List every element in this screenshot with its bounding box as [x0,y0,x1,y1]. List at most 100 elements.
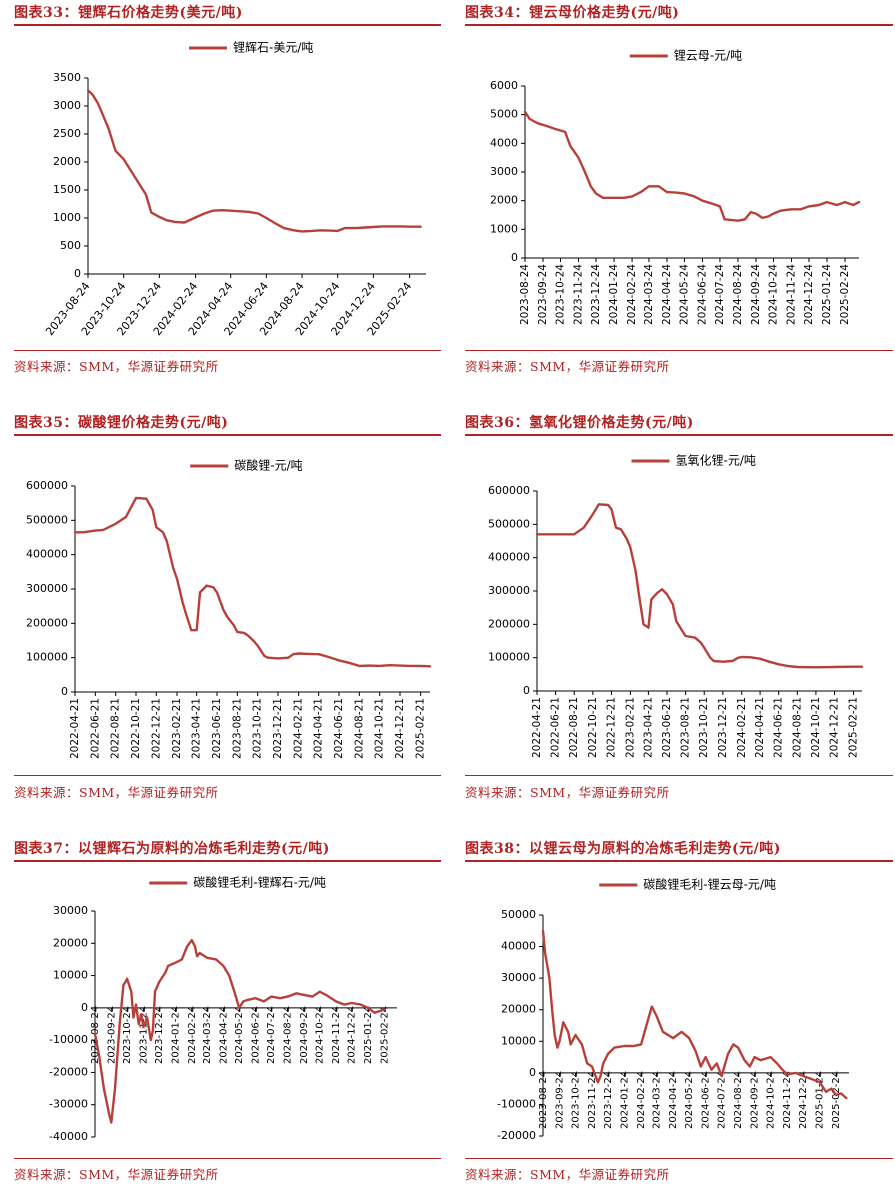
x-tick-label: 2022-08-21 [110,698,122,759]
x-tick-label: 2024-07-24 [714,264,726,325]
chart-panel-5: 图表37：以锂辉石为原料的冶炼毛利走势(元/吨) 资料来源：SMM，华源证券研究所… [14,836,441,1184]
line-chart: 锂云母-元/吨 0 1000 2000 3000 4000 5000 6000 2023-08-… [490,48,861,325]
source-note: 资料来源：SMM，华源证券研究所 [14,1167,219,1182]
x-tick-label: 2023-10-24 [122,1006,133,1064]
y-tick-label: 1000 [490,222,518,235]
x-tick-label: 2023-10-21 [698,697,710,758]
x-tick-label: 2024-11-24 [782,1071,793,1129]
series-line [535,503,864,669]
source-note: 资料来源：SMM，华源证券研究所 [14,359,219,374]
y-tick-label: 0 [529,1066,536,1079]
y-tick-label: 300000 [26,582,68,595]
legend-label: 锂辉石-美元/吨 [233,40,313,55]
y-tick-label: 100000 [26,651,68,664]
x-tick-label: 2022-10-21 [130,698,142,759]
legend-label: 碳酸锂-元/吨 [234,458,302,473]
x-tick-label: 2022-06-21 [89,698,101,759]
x-tick-label: 2023-08-21 [680,697,692,758]
chart-legend: 氢氧化锂-元/吨 [631,453,756,468]
legend-label: 锂云母-元/吨 [674,48,742,63]
y-tick-label: 4000 [490,136,518,149]
x-tick-label: 2023-10-21 [252,698,264,759]
x-tick-label: 2023-12-24 [154,1006,165,1064]
x-tick-label: 2024-01-24 [608,264,620,325]
chart-panel-title: 图表34：锂云母价格走势(元/吨) [465,5,680,21]
chart-panel-title: 图表33：锂辉石价格走势(美元/吨) [14,5,243,21]
x-tick-label: 2025-02-24 [379,1006,390,1064]
x-tick-label: 2024-10-24 [766,1071,777,1129]
chart-legend: 锂云母-元/吨 [629,48,742,63]
x-tick-label: 2024-06-24 [701,1071,712,1129]
x-tick-label: 2024-10-24 [767,264,779,325]
x-tick-label: 2023-12-24 [603,1071,614,1129]
x-tick-label: 2025-01-24 [821,264,833,325]
chart-panel-1: 图表33：锂辉石价格走势(美元/吨) 资料来源：SMM，华源证券研究所 锂辉石-美元… [14,0,441,376]
x-tick-label: 2023-04-21 [642,697,654,758]
title-divider [465,860,893,862]
y-tick-label: 6000 [490,79,518,92]
legend-label: 氢氧化锂-元/吨 [676,453,756,468]
x-tick-label: 2023-11-24 [587,1071,598,1129]
y-tick-label: 1000 [53,211,81,224]
x-tick-label: 2024-12-21 [394,698,406,759]
source-divider [14,1158,441,1159]
x-tick-label: 2024-08-24 [733,1071,744,1129]
x-tick-label: 2024-02-24 [626,264,638,325]
y-tick-label: 30000 [501,971,536,984]
x-tick-label: 2024-01-24 [170,1006,181,1064]
line-chart: 碳酸锂毛利-锂云母-元/吨 -20000 -10000 0 10000 20000 3000… [497,877,849,1142]
x-tick-label: 2024-12-24 [803,264,815,325]
y-tick-label: 2000 [53,155,81,168]
y-tick-label: 30000 [53,904,88,917]
x-tick-label: 2023-12-21 [272,698,284,759]
chart-panel-2: 图表34：锂云母价格走势(元/吨) 资料来源：SMM，华源证券研究所 锂云母-元/吨… [465,0,893,376]
source-note: 资料来源：SMM，华源证券研究所 [465,785,670,800]
y-tick-label: 600000 [26,479,68,492]
x-tick-label: 2023-06-21 [211,698,223,759]
x-tick-label: 2025-02-21 [415,698,427,759]
x-tick-label: 2023-12-21 [717,697,729,758]
x-tick-label: 2024-08-21 [791,697,803,758]
chart-panel-title: 图表37：以锂辉石为原料的冶炼毛利走势(元/吨) [14,841,330,857]
chart-panel-title: 图表35：碳酸锂价格走势(元/吨) [14,415,229,431]
source-divider [465,1158,893,1159]
y-tick-label: 600000 [488,484,530,497]
series-line [541,929,848,1100]
chart-panel-title: 图表38：以锂云母为原料的冶炼毛利走势(元/吨) [465,841,781,857]
x-tick-label: 2024-05-24 [678,264,690,325]
title-divider [14,24,441,26]
y-tick-label: 200000 [488,617,530,630]
x-tick-label: 2023-08-24 [538,1071,549,1129]
x-tick-label: 2024-04-24 [661,264,673,325]
x-tick-label: 2024-09-24 [750,1071,761,1129]
chart-panel-4: 图表36：氢氧化锂价格走势(元/吨) 资料来源：SMM，华源证券研究所 氢氧化锂-元… [465,410,893,802]
x-tick-label: 2025-01-24 [363,1006,374,1064]
x-tick-label: 2023-10-24 [554,264,566,325]
y-tick-label: 40000 [501,940,536,953]
y-tick-label: 300000 [488,584,530,597]
y-tick-label: 0 [523,684,530,697]
x-tick-label: 2024-12-24 [798,1071,809,1129]
x-tick-label: 2024-05-24 [234,1006,245,1064]
x-tick-label: 2024-06-24 [696,264,708,325]
y-tick-label: 1500 [53,183,81,196]
y-tick-label: -10000 [49,1033,88,1046]
x-tick-label: 2024-03-24 [202,1006,213,1064]
y-tick-label: 500000 [488,517,530,530]
y-tick-label: 0 [61,685,68,698]
x-tick-label: 2024-06-24 [250,1006,261,1064]
source-divider [465,350,893,351]
y-tick-label: 3000 [490,165,518,178]
x-tick-label: 2023-02-21 [171,698,183,759]
chart-legend: 碳酸锂毛利-锂辉石-元/吨 [149,875,326,890]
x-tick-label: 2024-02-21 [293,698,305,759]
y-tick-label: 100000 [488,651,530,664]
y-tick-label: 500 [60,239,81,252]
chart-legend: 碳酸锂-元/吨 [190,458,303,473]
x-tick-label: 2022-12-21 [150,698,162,759]
y-tick-label: 400000 [26,548,68,561]
x-tick-label: 2024-12-21 [829,697,841,758]
title-divider [14,434,441,436]
y-tick-label: 20000 [501,1003,536,1016]
line-chart: 锂辉石-美元/吨05001000150020002500300035002023… [43,40,426,338]
